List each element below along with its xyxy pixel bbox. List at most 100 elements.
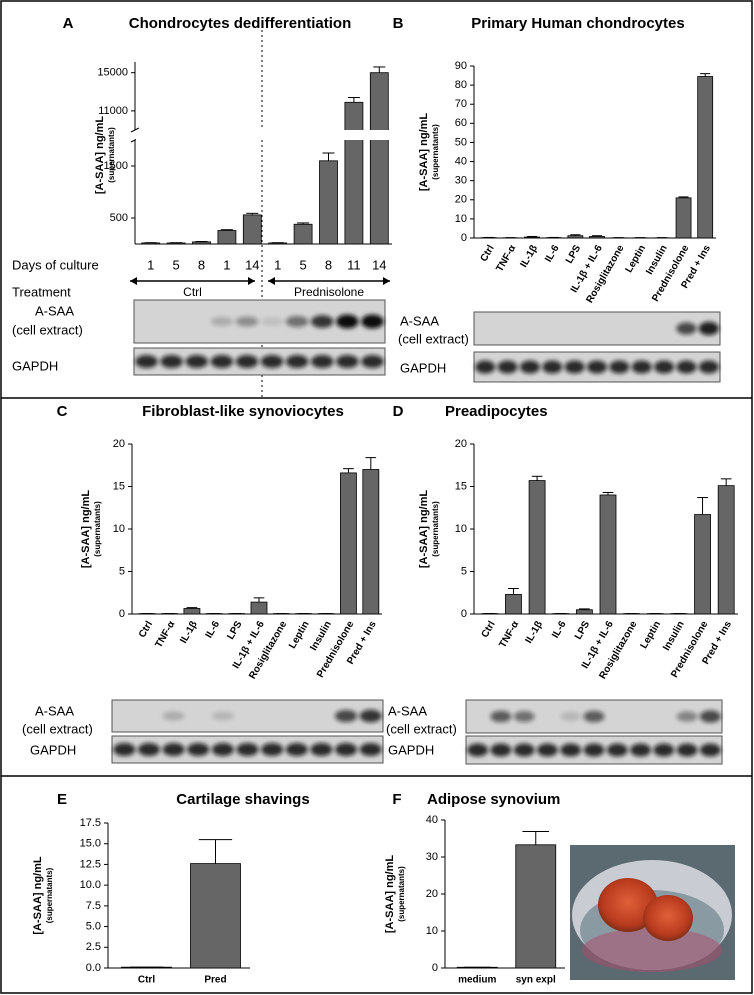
y-tick-label: 80 — [455, 79, 467, 91]
blot-band — [513, 743, 535, 757]
x-tick-label: Ctrl — [480, 619, 498, 640]
y-tick-label: 12.5 — [80, 858, 101, 870]
blot-band — [490, 743, 512, 757]
x-tick-label: Leptin — [639, 619, 664, 650]
chart-title: Chondrocytes dedifferentiation — [129, 15, 352, 32]
panel-letter: D — [393, 403, 404, 420]
blot-band — [260, 354, 284, 369]
x-tick-label: 1 — [147, 257, 154, 272]
x-tick-label: IL-1β — [178, 619, 199, 645]
x-tick-label: 5 — [299, 257, 306, 272]
bar — [456, 966, 498, 969]
blot-band — [211, 711, 234, 721]
blot-band — [536, 743, 558, 757]
x-tick-label: Insulin — [661, 619, 687, 652]
chart-title: Adipose synovium — [427, 791, 560, 808]
blot-band — [187, 742, 210, 757]
blot-band — [583, 710, 605, 723]
y-tick-label: 20 — [426, 888, 438, 900]
x-tick-label: TNF-α — [494, 243, 518, 274]
x-tick-label: IL-6 — [550, 619, 569, 640]
blot-label: A-SAA — [400, 313, 439, 328]
y-axis-sublabel: (supernatants) — [93, 501, 102, 557]
blot-label: A-SAA — [35, 703, 74, 718]
blot-band — [260, 317, 284, 326]
y-axis-label: [A-SAA] ng/mL — [94, 116, 106, 194]
blot-band — [698, 321, 719, 336]
bar — [524, 236, 540, 239]
blot-band — [310, 315, 334, 328]
y-axis-label: [A-SAA] ng/mL — [32, 856, 44, 934]
bar — [528, 480, 546, 615]
y-axis-label: [A-SAA] ng/mL — [80, 490, 92, 568]
y-tick-label: 11000 — [98, 105, 128, 117]
blot-band — [137, 742, 161, 757]
panel-letter: C — [57, 403, 68, 420]
blot-label: GAPDH — [30, 742, 76, 757]
x-tick-label: Ctrl — [138, 975, 155, 986]
blot-band — [676, 360, 697, 374]
y-tick-label: 7.5 — [86, 900, 101, 912]
y-tick-label: 15 — [455, 480, 467, 492]
y-tick-label: 10 — [113, 523, 125, 535]
bar — [675, 197, 692, 239]
blot-band — [210, 316, 234, 327]
x-tick-label: 5 — [172, 257, 179, 272]
blot-band — [334, 709, 358, 723]
y-tick-label: 10 — [455, 523, 467, 535]
blot-band — [285, 316, 309, 327]
y-tick-label: 30 — [455, 175, 467, 187]
panel-letter: A — [63, 15, 74, 32]
y-tick-label: 0 — [461, 608, 467, 620]
blot-band — [162, 742, 185, 757]
bar — [599, 494, 617, 615]
y-tick-label: 0 — [119, 608, 125, 620]
x-tick-label: 14 — [372, 257, 386, 272]
x-tick-label: IL-1β — [524, 619, 545, 645]
y-tick-label: 30 — [426, 851, 438, 863]
panel-letter: E — [57, 791, 67, 808]
blot-label: GAPDH — [400, 360, 446, 375]
blot-band — [162, 711, 185, 721]
blot-label: A-SAA — [35, 303, 74, 318]
bar — [694, 514, 711, 615]
chart-title: Fibroblast-like synoviocytes — [142, 403, 344, 420]
blot-band — [513, 711, 535, 722]
blot-band — [361, 354, 384, 369]
bar — [697, 76, 714, 239]
bar — [344, 101, 364, 245]
blot-band — [676, 322, 697, 335]
y-tick-label: 10 — [455, 213, 467, 225]
bar — [319, 160, 338, 245]
y-tick-label: 60 — [455, 117, 467, 129]
y-tick-label: 20 — [455, 438, 467, 450]
x-tick-label: LPS — [573, 619, 592, 642]
blot-band — [490, 710, 512, 723]
blot-band — [564, 360, 585, 374]
y-tick-label: 20 — [113, 438, 125, 450]
group-label: Ctrl — [183, 285, 202, 299]
blot-band — [699, 710, 721, 723]
y-tick-label: 500 — [110, 212, 128, 224]
x-tick-label: 8 — [198, 257, 205, 272]
bar — [166, 242, 186, 245]
x-tick-label: Ctrl — [479, 243, 497, 264]
blot-band — [586, 360, 608, 374]
x-tick-label: Ctrl — [137, 619, 155, 640]
blot-band — [261, 742, 284, 757]
blot-label: GAPDH — [12, 358, 58, 373]
y-axis-sublabel: (supernatants) — [431, 124, 440, 180]
y-tick-label: 0 — [432, 962, 438, 974]
y-tick-label: 15000 — [97, 67, 128, 79]
blot-band — [583, 743, 605, 757]
y-tick-label: 90 — [455, 60, 467, 72]
blot-band — [606, 743, 628, 757]
y-tick-label: 5 — [461, 565, 467, 577]
bar — [362, 469, 380, 615]
bar — [192, 241, 211, 245]
y-axis-label: [A-SAA] ng/mL — [384, 855, 396, 933]
panel-letter: F — [392, 791, 401, 808]
blot-label: A-SAA — [388, 703, 427, 718]
blot-band — [334, 742, 358, 757]
